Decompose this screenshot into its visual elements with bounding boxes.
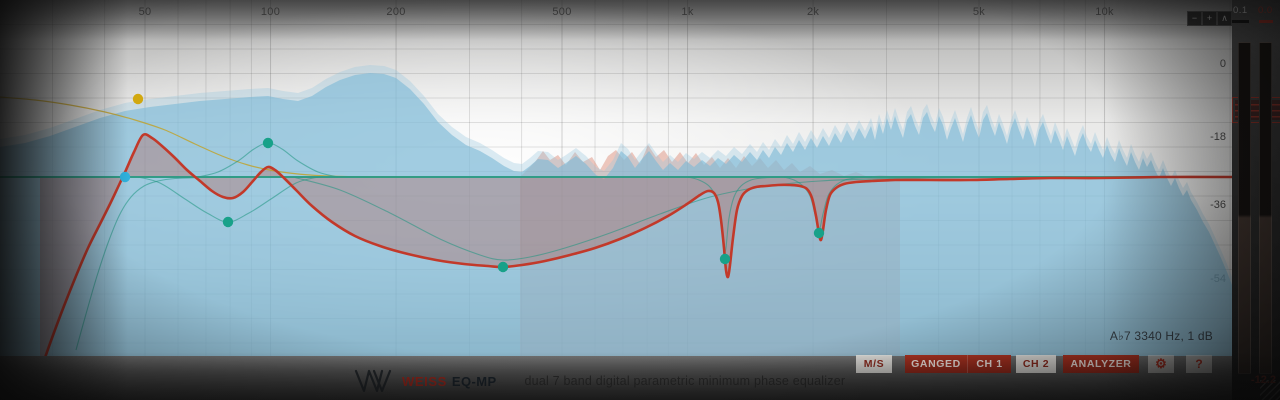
channel-group: GANGED CH 1: [905, 355, 1011, 373]
brand-area: WEISS EQ-MP dual 7 band digital parametr…: [354, 368, 845, 394]
eq-band-handle-3[interactable]: [222, 216, 234, 228]
gain-offset-value[interactable]: 0.0: [1258, 5, 1273, 16]
eq-band-handle-5[interactable]: [497, 261, 509, 273]
eq-graph[interactable]: [0, 0, 1232, 356]
eq-band-handle-7[interactable]: [813, 227, 825, 239]
ms-mode-button[interactable]: M/S: [856, 355, 892, 373]
meter-bar-left: [1238, 42, 1251, 374]
caret-up-icon[interactable]: ∧: [1217, 11, 1232, 26]
level-meter-panel: -12.2: [1232, 0, 1280, 400]
eq-band-handle-6[interactable]: [719, 253, 731, 265]
weiss-logo: [354, 369, 392, 393]
step-value-underline: [1232, 20, 1249, 23]
eq-band-handle-4[interactable]: [262, 137, 274, 149]
plus-icon[interactable]: +: [1202, 11, 1217, 26]
channel-1-button[interactable]: CH 1: [976, 358, 1003, 370]
cursor-readout: A♭7 3340 Hz, 1 dB: [1109, 329, 1213, 343]
eq-band-handle-1[interactable]: [119, 171, 131, 183]
analyzer-button[interactable]: ANALYZER: [1063, 355, 1139, 373]
step-value[interactable]: 0.1: [1233, 5, 1248, 16]
gain-offset-underline: [1259, 20, 1273, 23]
gear-icon[interactable]: ⚙: [1148, 355, 1174, 373]
bottom-toolbar: WEISS EQ-MP dual 7 band digital parametr…: [0, 355, 1232, 400]
meter-bar-right: [1259, 42, 1272, 374]
eq-band-handle-2[interactable]: [132, 93, 144, 105]
ganged-button[interactable]: GANGED: [905, 355, 968, 373]
product-name: EQ-MP: [451, 373, 497, 389]
minus-icon[interactable]: −: [1187, 11, 1202, 26]
brand-name: WEISS: [402, 373, 447, 389]
product-tagline: dual 7 band digital parametric minimum p…: [524, 374, 846, 388]
meter-readout: -12.2: [1250, 374, 1276, 386]
channel-2-button[interactable]: CH 2: [1016, 355, 1056, 373]
graph-zoom-controls: − + ∧ 0.1 0.0: [1185, 4, 1280, 26]
help-icon[interactable]: ?: [1186, 355, 1212, 373]
